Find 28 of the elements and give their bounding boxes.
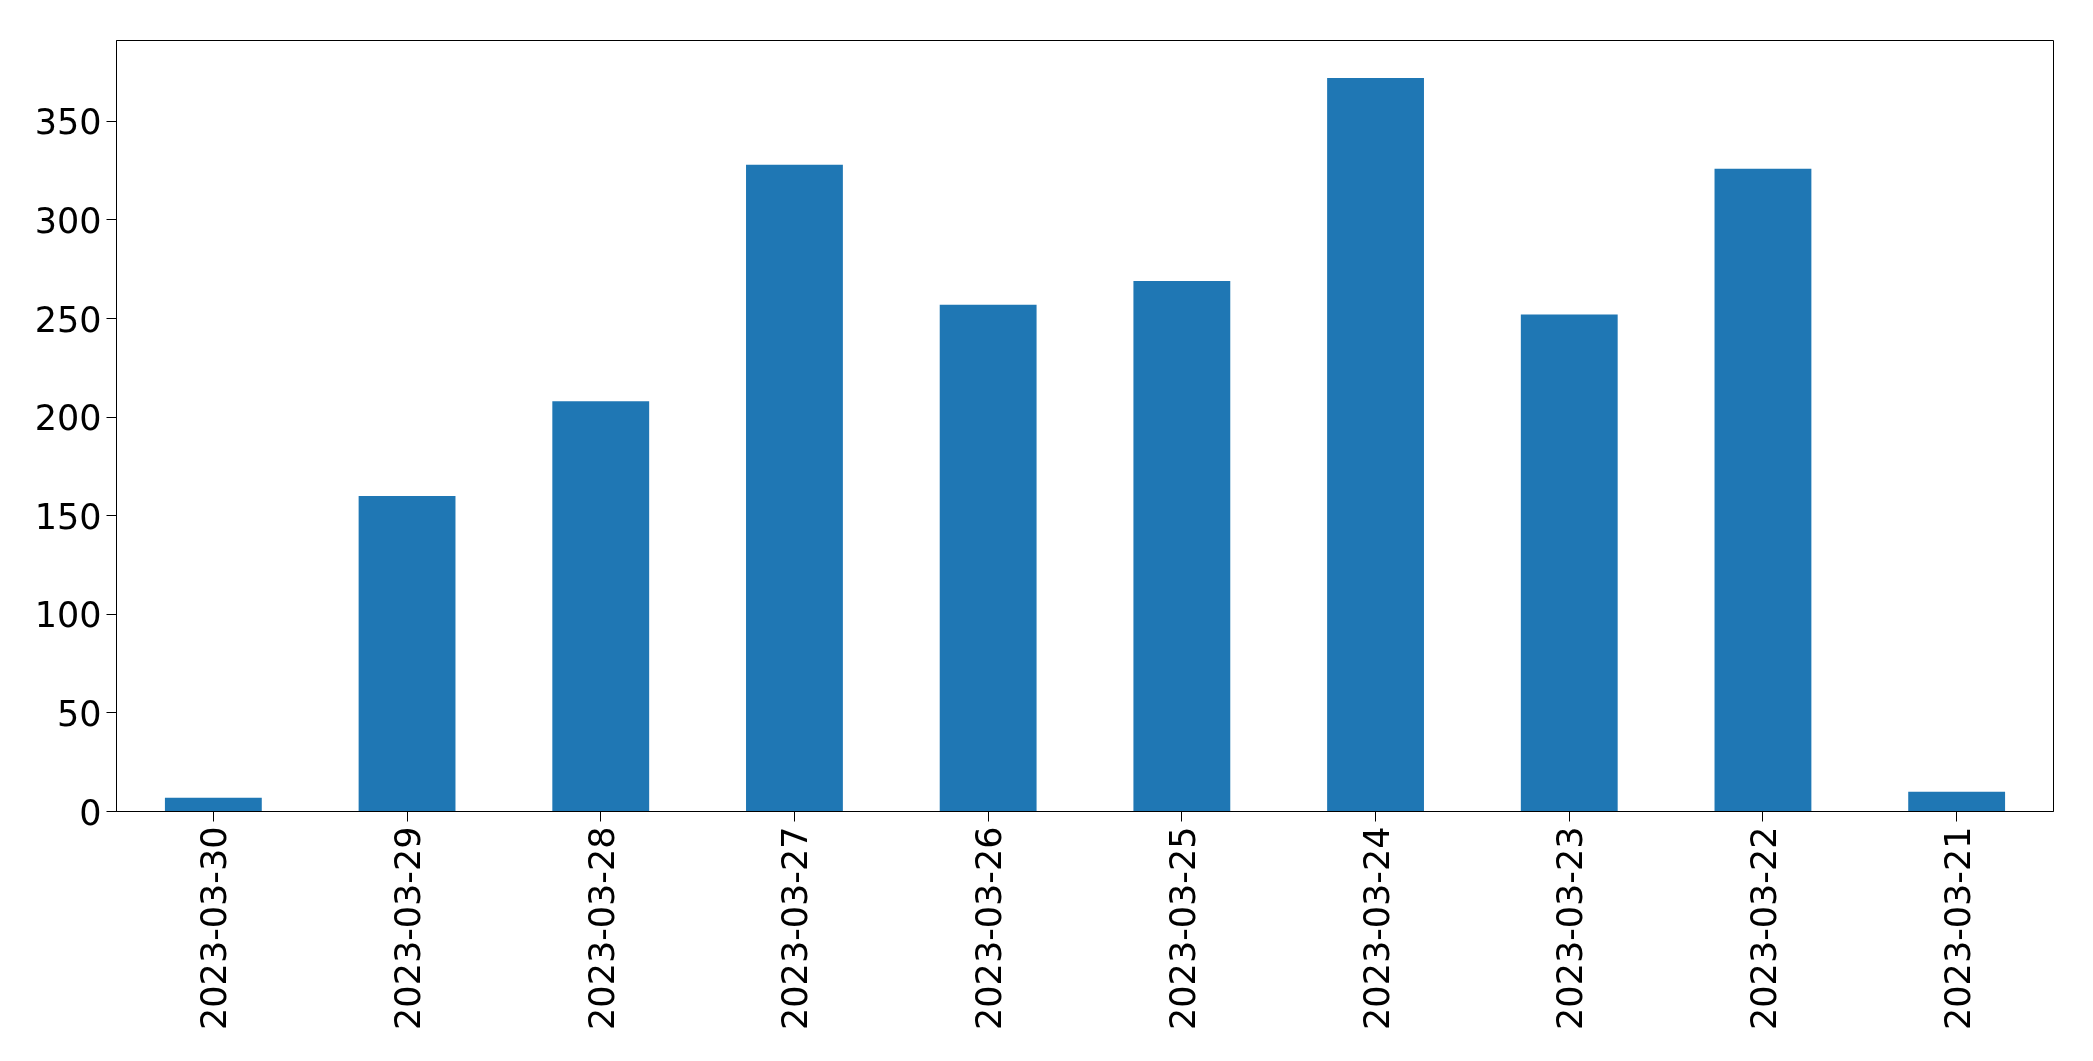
y-tick-label: 100 xyxy=(34,595,102,636)
bar xyxy=(552,401,650,812)
y-tick-label: 300 xyxy=(34,200,102,241)
x-tick-label: 2023-03-25 xyxy=(1162,826,1203,1030)
bar xyxy=(1133,281,1231,812)
bar xyxy=(164,797,262,812)
bar xyxy=(746,164,843,812)
x-tick-label: 2023-03-27 xyxy=(775,826,816,1030)
y-tick-label: 250 xyxy=(34,299,102,340)
bar xyxy=(1714,168,1812,812)
bar xyxy=(358,496,456,812)
x-tick-label: 2023-03-22 xyxy=(1743,826,1784,1030)
x-tick-label: 2023-03-26 xyxy=(969,826,1010,1030)
x-tick-label: 2023-03-23 xyxy=(1550,826,1591,1030)
bar xyxy=(1908,791,2006,812)
x-tick-label: 2023-03-28 xyxy=(581,826,622,1030)
x-tick-label: 2023-03-21 xyxy=(1937,826,1978,1030)
bar xyxy=(1520,314,1618,812)
x-tick-label: 2023-03-29 xyxy=(388,826,429,1030)
x-tick-label: 2023-03-24 xyxy=(1356,826,1397,1030)
bar xyxy=(939,304,1037,812)
y-tick-label: 0 xyxy=(79,792,102,833)
y-tick-label: 200 xyxy=(34,398,102,439)
y-tick-label: 150 xyxy=(34,496,102,537)
bar xyxy=(1327,77,1424,812)
x-tick-label: 2023-03-30 xyxy=(194,826,235,1030)
y-tick-label: 50 xyxy=(56,693,102,734)
y-tick-label: 350 xyxy=(34,102,102,143)
